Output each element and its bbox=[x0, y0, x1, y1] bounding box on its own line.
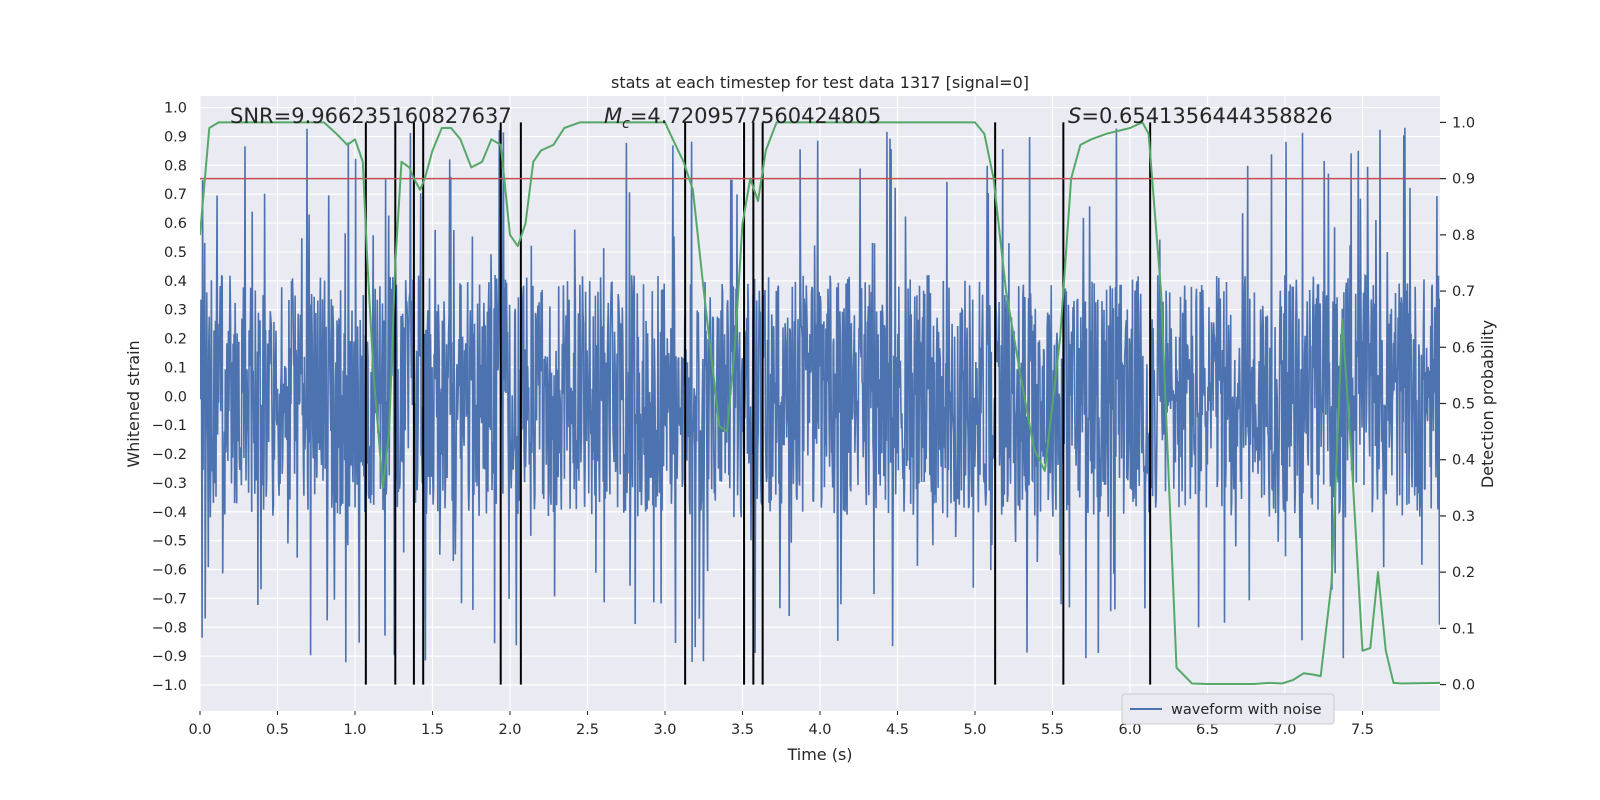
y-tick-label: 0.0 bbox=[164, 389, 187, 405]
y-tick-label: −0.2 bbox=[152, 447, 187, 463]
y-tick-label: 0.4 bbox=[164, 274, 187, 290]
x-tick-label: 7.5 bbox=[1351, 722, 1374, 738]
x-tick-label: 6.0 bbox=[1118, 722, 1141, 738]
y-right-axis-label: Detection probability bbox=[1478, 320, 1497, 488]
x-tick-label: 3.5 bbox=[731, 722, 754, 738]
plot-area bbox=[200, 121, 1440, 685]
legend-label: waveform with noise bbox=[1171, 702, 1322, 718]
y-right-tick-label: 0.9 bbox=[1452, 172, 1475, 188]
chart-title: stats at each timestep for test data 131… bbox=[611, 73, 1029, 92]
y-right-tick-label: 0.6 bbox=[1452, 340, 1475, 356]
legend-box bbox=[1121, 693, 1335, 725]
detection-probability-line bbox=[200, 121, 1440, 685]
y-right-tick-label: 1.0 bbox=[1452, 115, 1475, 131]
y-right-tick-label: 0.2 bbox=[1452, 565, 1475, 581]
y-tick-label: 0.5 bbox=[164, 245, 187, 261]
y-axis-label: Whitened strain bbox=[124, 340, 143, 467]
x-tick-label: 1.5 bbox=[421, 722, 444, 738]
y-tick-label: 0.1 bbox=[164, 360, 187, 376]
x-tick-label: 4.0 bbox=[808, 722, 831, 738]
x-tick-label: 7.0 bbox=[1273, 722, 1296, 738]
s-annotation: S=0.6541356444358826 bbox=[1068, 104, 1333, 128]
x-axis-ticks: 0.0 0.5 1.0 1.5 2.0 2.5 3.0 3.5 4.0 4.5 5.0 5.5 6.0 6… bbox=[188, 711, 1374, 738]
x-tick-label: 5.0 bbox=[963, 722, 986, 738]
y-right-tick-label: 0.3 bbox=[1452, 509, 1475, 525]
x-tick-label: 4.5 bbox=[886, 722, 909, 738]
y-right-axis-ticks: 1.0 0.9 0.8 0.7 0.6 0.5 0.4 0.3 0.2 0.1 0.0 bbox=[1440, 115, 1475, 694]
y-tick-label: 0.3 bbox=[164, 303, 187, 319]
y-tick-label: 0.6 bbox=[164, 216, 187, 232]
chirp-mass-annotation: Mc=4.7209577560424805 bbox=[604, 104, 881, 132]
snr-annotation: SNR=9.966235160827637 bbox=[230, 104, 512, 128]
y-tick-label: −0.1 bbox=[152, 418, 187, 434]
x-tick-label: 3.0 bbox=[653, 722, 676, 738]
y-right-tick-label: 0.4 bbox=[1452, 453, 1475, 469]
y-right-tick-label: 0.0 bbox=[1452, 678, 1475, 694]
x-tick-label: 1.0 bbox=[343, 722, 366, 738]
y-axis-ticks: 1.0 0.9 0.8 0.7 0.6 0.5 0.4 0.3 0.2 0.1 0.0 −0.1 −0.… bbox=[152, 101, 187, 694]
waveform-series-line bbox=[200, 127, 1440, 663]
y-tick-label: 0.2 bbox=[164, 332, 187, 348]
y-tick-label: 0.8 bbox=[164, 158, 187, 174]
y-right-tick-label: 0.8 bbox=[1452, 228, 1475, 244]
x-axis-label: Time (s) bbox=[786, 745, 852, 764]
y-tick-label: −0.7 bbox=[152, 591, 187, 607]
y-tick-label: −0.5 bbox=[152, 534, 187, 550]
x-tick-label: 0.5 bbox=[266, 722, 289, 738]
x-tick-label: 2.0 bbox=[498, 722, 521, 738]
x-tick-label: 2.5 bbox=[576, 722, 599, 738]
y-right-tick-label: 0.7 bbox=[1452, 284, 1475, 300]
legend: waveform with noise bbox=[1121, 693, 1335, 725]
y-tick-label: 0.9 bbox=[164, 129, 187, 145]
y-tick-label: 1.0 bbox=[164, 101, 187, 117]
y-tick-label: −0.4 bbox=[152, 505, 187, 521]
x-tick-label: 0.0 bbox=[188, 722, 211, 738]
y-right-tick-label: 0.1 bbox=[1452, 621, 1475, 637]
y-tick-label: −0.8 bbox=[152, 620, 187, 636]
x-tick-label: 5.5 bbox=[1041, 722, 1064, 738]
x-tick-label: 6.5 bbox=[1196, 722, 1219, 738]
y-tick-label: −0.6 bbox=[152, 563, 187, 579]
y-tick-label: −1.0 bbox=[152, 678, 187, 694]
y-right-tick-label: 0.5 bbox=[1452, 397, 1475, 413]
y-tick-label: −0.3 bbox=[152, 476, 187, 492]
y-tick-label: −0.9 bbox=[152, 649, 187, 665]
y-tick-label: 0.7 bbox=[164, 187, 187, 203]
